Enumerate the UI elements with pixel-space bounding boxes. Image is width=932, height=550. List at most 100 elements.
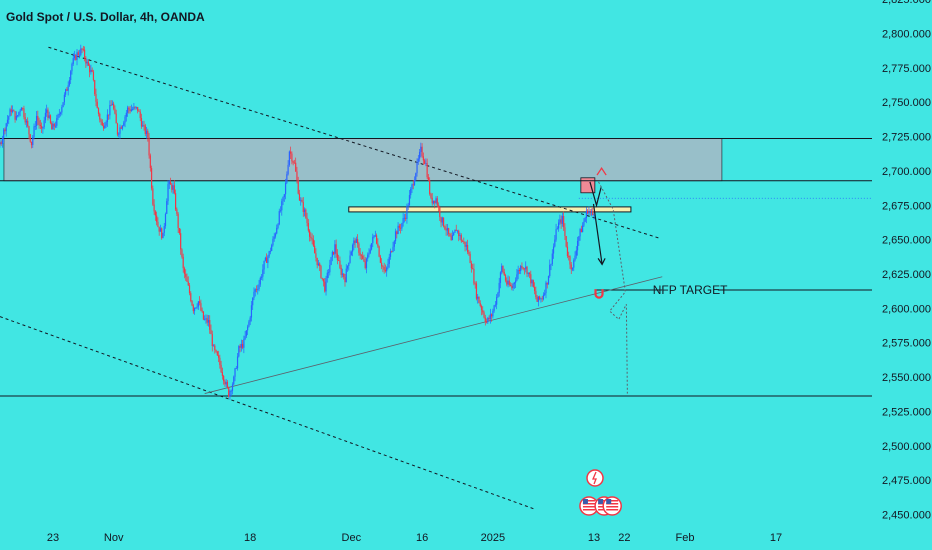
candle-body bbox=[171, 184, 173, 190]
candle-up bbox=[72, 52, 74, 66]
candle-body bbox=[118, 133, 120, 135]
candle-body bbox=[436, 198, 438, 206]
candle-body bbox=[345, 268, 347, 283]
candle-down bbox=[95, 88, 97, 107]
candle-body bbox=[333, 251, 335, 255]
candle-body bbox=[134, 106, 136, 108]
candle-up bbox=[271, 243, 273, 252]
candle-body bbox=[130, 109, 132, 112]
candle-body bbox=[327, 272, 330, 274]
candle-body bbox=[248, 321, 250, 327]
candle-down bbox=[147, 128, 149, 142]
lightning-icon bbox=[586, 469, 604, 487]
candle-body bbox=[501, 265, 503, 273]
candle-body bbox=[242, 343, 244, 348]
candle-body bbox=[177, 213, 179, 228]
candle-down bbox=[396, 230, 398, 239]
candle-body bbox=[449, 233, 451, 237]
candle-body bbox=[573, 260, 575, 268]
candle-body bbox=[221, 372, 223, 376]
candle-up bbox=[281, 198, 283, 216]
candle-body bbox=[63, 94, 65, 103]
candle-down bbox=[181, 248, 183, 259]
candle-down bbox=[560, 215, 562, 229]
candle-body bbox=[552, 246, 555, 254]
candle-body bbox=[147, 130, 149, 138]
candle-body bbox=[14, 111, 16, 120]
candle-body bbox=[149, 155, 151, 169]
candle-down bbox=[511, 283, 513, 291]
candle-down bbox=[322, 278, 325, 287]
candle-body bbox=[255, 289, 258, 291]
candle-body bbox=[91, 69, 93, 72]
candle-down bbox=[449, 232, 451, 237]
candle-down bbox=[580, 225, 582, 233]
candle-down bbox=[364, 257, 366, 270]
candle-body bbox=[483, 312, 485, 318]
candle-up bbox=[489, 308, 491, 324]
candle-body bbox=[206, 318, 208, 323]
candle-up bbox=[76, 49, 78, 66]
candle-down bbox=[51, 121, 53, 130]
candle-down bbox=[448, 227, 450, 237]
candle-body bbox=[583, 221, 585, 226]
candle-down bbox=[94, 79, 96, 96]
candle-down bbox=[188, 282, 191, 296]
candle-up bbox=[43, 116, 45, 130]
candle-up bbox=[416, 158, 418, 177]
candle-down bbox=[539, 295, 541, 301]
candle-up bbox=[368, 248, 370, 258]
candle-down bbox=[113, 101, 115, 111]
candle-up bbox=[507, 275, 509, 288]
candle-body bbox=[144, 125, 146, 134]
candle-body bbox=[293, 162, 296, 164]
candle-body bbox=[62, 102, 64, 108]
candle-up bbox=[498, 277, 500, 297]
candle-up bbox=[272, 236, 274, 247]
candle-body bbox=[175, 193, 177, 210]
candle-body bbox=[392, 246, 394, 252]
candle-body bbox=[259, 277, 261, 285]
candle-body bbox=[172, 185, 174, 190]
candle-body bbox=[260, 276, 263, 278]
candle-body bbox=[413, 179, 416, 186]
candle-up bbox=[278, 208, 280, 226]
candle-up bbox=[389, 248, 392, 260]
candle-up bbox=[415, 172, 417, 182]
candle-down bbox=[324, 277, 326, 293]
candle-up bbox=[545, 280, 547, 299]
candle-body bbox=[214, 345, 216, 350]
candle-body bbox=[405, 217, 407, 219]
candle-up bbox=[408, 190, 411, 206]
candle-body bbox=[281, 201, 283, 211]
candle-down bbox=[290, 146, 292, 159]
candle-body bbox=[473, 268, 475, 284]
candle-up bbox=[68, 77, 71, 87]
candle-up bbox=[392, 241, 394, 253]
candle-body bbox=[205, 318, 207, 320]
candle-body bbox=[407, 205, 409, 207]
candle-body bbox=[148, 137, 150, 156]
candle-body bbox=[72, 58, 74, 64]
candle-down bbox=[211, 330, 213, 352]
candle-down bbox=[336, 249, 339, 265]
candle-body bbox=[507, 280, 509, 285]
candle-body bbox=[504, 275, 507, 281]
candle-down bbox=[344, 273, 346, 287]
candle-body bbox=[109, 105, 111, 116]
candle-down bbox=[202, 311, 205, 321]
candle-body bbox=[87, 61, 89, 66]
candle-up bbox=[244, 330, 246, 341]
candle-up bbox=[525, 261, 527, 273]
candle-body bbox=[439, 207, 441, 218]
candle-down bbox=[464, 241, 466, 252]
candle-body bbox=[331, 251, 333, 258]
candles-layer bbox=[0, 44, 595, 400]
candle-body bbox=[44, 112, 47, 121]
candle-body bbox=[96, 101, 98, 109]
candle-up bbox=[558, 219, 560, 232]
candle-body bbox=[230, 390, 232, 392]
candle-body bbox=[542, 294, 545, 300]
